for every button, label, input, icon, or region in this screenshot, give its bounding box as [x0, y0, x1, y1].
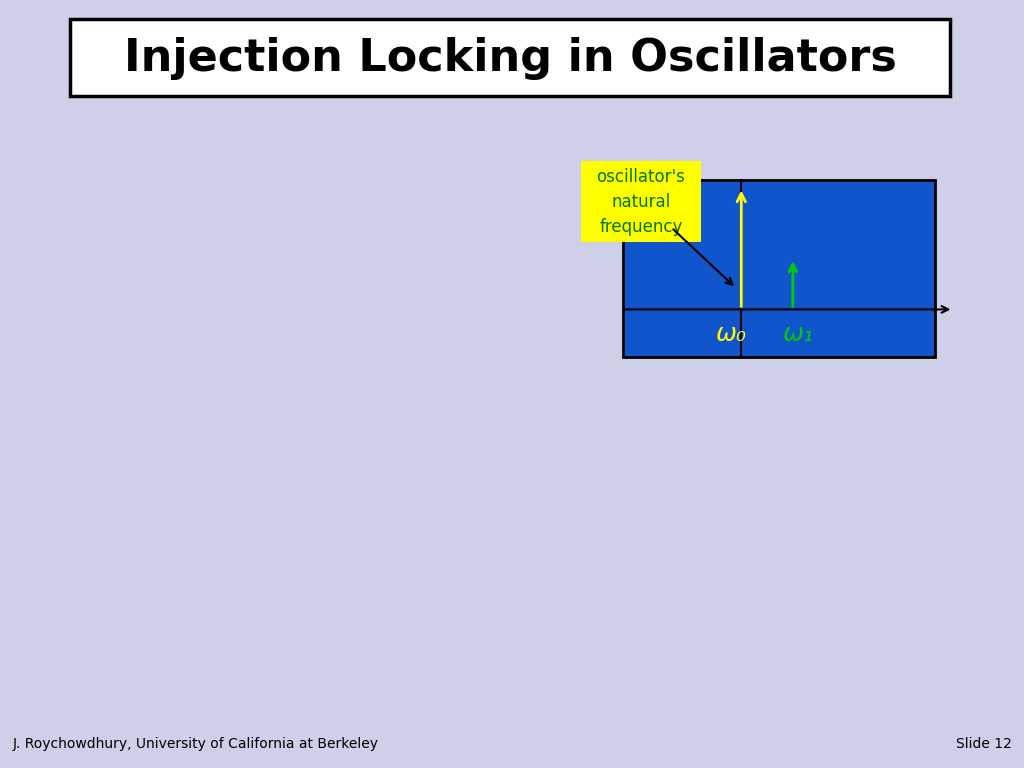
Text: Slide 12: Slide 12 — [955, 737, 1012, 751]
Bar — [70, 19, 950, 96]
Text: J. Roychowdhury, University of California at Berkeley: J. Roychowdhury, University of Californi… — [12, 737, 378, 751]
Bar — [623, 180, 935, 357]
Text: ω₁: ω₁ — [782, 322, 813, 346]
Text: Injection Locking in Oscillators: Injection Locking in Oscillators — [124, 37, 896, 80]
Text: oscillator's
natural
frequency: oscillator's natural frequency — [597, 167, 685, 236]
Text: ω₀: ω₀ — [716, 322, 746, 346]
Bar — [581, 161, 701, 242]
